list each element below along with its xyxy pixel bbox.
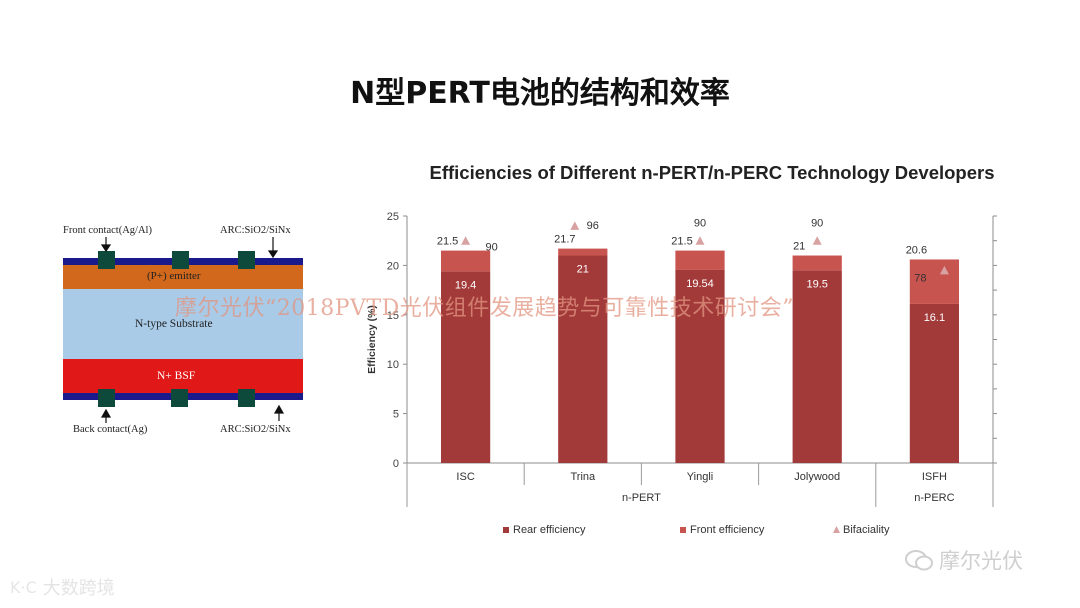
front-efficiency-bar <box>675 250 725 270</box>
corner-logo-icon: K·C <box>10 577 37 597</box>
total-value-label: 21.5 <box>671 236 692 248</box>
y-tick-label: 15 <box>387 310 399 322</box>
rear-efficiency-bar <box>558 255 608 463</box>
substrate-label: N-type Substrate <box>135 318 213 330</box>
slide-title: N型PERT电池的结构和效率 <box>350 76 730 111</box>
back-contact-label: Back contact(Ag) <box>73 424 148 435</box>
bifaciality-marker <box>570 221 580 230</box>
back-contact-arrow <box>100 408 112 423</box>
rear-value-label: 19.54 <box>686 278 714 290</box>
corner-text: 大数跨境 <box>42 578 115 599</box>
legend-swatch <box>680 527 686 533</box>
front-contact-arrow <box>100 237 112 253</box>
front-efficiency-bar <box>792 255 842 271</box>
legend-swatch <box>503 527 509 533</box>
cell-structure-diagram: Front contact(Ag/Al) ARC:SiO2/SiNx (P+) … <box>55 215 365 445</box>
watermark: 摩尔光伏“2018PVTD光伏组件发展趋势与可靠性技术研讨会” <box>175 296 794 321</box>
arc-top-arrow <box>267 237 279 259</box>
brand-text: 摩尔光伏 <box>939 549 1023 573</box>
category-label: Trina <box>570 471 596 483</box>
wechat-icon <box>905 550 933 571</box>
corner-mark: K·C 大数跨境 <box>10 574 115 600</box>
front-efficiency-bar <box>440 250 491 272</box>
back-contact <box>98 389 115 407</box>
bifaciality-value-label: 78 <box>914 272 926 284</box>
bsf-label: N+ BSF <box>157 370 196 382</box>
arc-bottom-label: ARC:SiO2/SiNx <box>220 424 291 435</box>
y-tick-label: 25 <box>387 211 399 223</box>
legend-label: Bifaciality <box>843 524 890 536</box>
rear-value-label: 16.1 <box>924 312 945 324</box>
total-value-label: 21.5 <box>437 236 458 248</box>
legend-label: Rear efficiency <box>513 524 586 536</box>
front-contact <box>238 251 255 269</box>
bifaciality-value-label: 90 <box>485 242 497 254</box>
bifaciality-value-label: 96 <box>587 220 599 232</box>
back-contact <box>171 389 188 407</box>
group-label: n-PERT <box>622 492 661 504</box>
group-label: n-PERC <box>914 492 954 504</box>
cell-structure-svg <box>63 237 303 423</box>
total-value-label: 21 <box>793 241 805 253</box>
category-label: Yingli <box>687 471 714 483</box>
rear-value-label: 19.4 <box>455 279 476 291</box>
efficiency-chart: Efficiencies of Different n-PERT/n-PERC … <box>366 162 997 536</box>
category-label: ISFH <box>922 471 947 483</box>
bifaciality-marker <box>812 236 822 245</box>
y-tick-label: 5 <box>393 409 399 421</box>
front-contact-label: Front contact(Ag/Al) <box>63 225 152 236</box>
front-efficiency-bar <box>909 259 960 304</box>
front-contact <box>98 251 115 269</box>
y-tick-label: 0 <box>393 458 399 470</box>
rear-efficiency-bar <box>792 270 842 463</box>
bifaciality-value-label: 90 <box>811 218 823 230</box>
emitter-label: (P+) emitter <box>147 270 201 282</box>
category-label: ISC <box>456 471 474 483</box>
category-label: Jolywood <box>794 471 840 483</box>
rear-efficiency-bar <box>909 303 960 463</box>
bsf-layer <box>63 359 303 393</box>
chart-title-line: Efficiencies of Different n-PERT/n-PERC … <box>429 162 994 183</box>
bifaciality-marker <box>461 236 471 245</box>
arc-top-label: ARC:SiO2/SiNx <box>220 225 291 236</box>
legend-label: Front efficiency <box>690 524 765 536</box>
brand-mark: 摩尔光伏 <box>905 545 1023 575</box>
y-tick-label: 20 <box>387 260 399 272</box>
y-tick-label: 10 <box>387 359 399 371</box>
rear-value-label: 19.5 <box>806 278 827 290</box>
rear-value-label: 21 <box>577 264 589 276</box>
bifaciality-value-label: 90 <box>694 218 706 230</box>
back-contact <box>238 389 255 407</box>
legend-swatch <box>833 526 840 533</box>
front-contact <box>172 251 189 269</box>
arc-bottom-arrow <box>273 404 285 421</box>
bifaciality-marker <box>939 265 949 275</box>
total-value-label: 21.7 <box>554 234 575 246</box>
substrate-layer <box>63 289 303 359</box>
rear-efficiency-bar <box>440 271 491 463</box>
bifaciality-marker <box>695 236 705 245</box>
total-value-label: 20.6 <box>906 244 927 256</box>
y-axis-title: Efficiency (%) <box>366 305 378 374</box>
front-efficiency-bar <box>558 248 608 256</box>
rear-efficiency-bar <box>675 269 725 463</box>
